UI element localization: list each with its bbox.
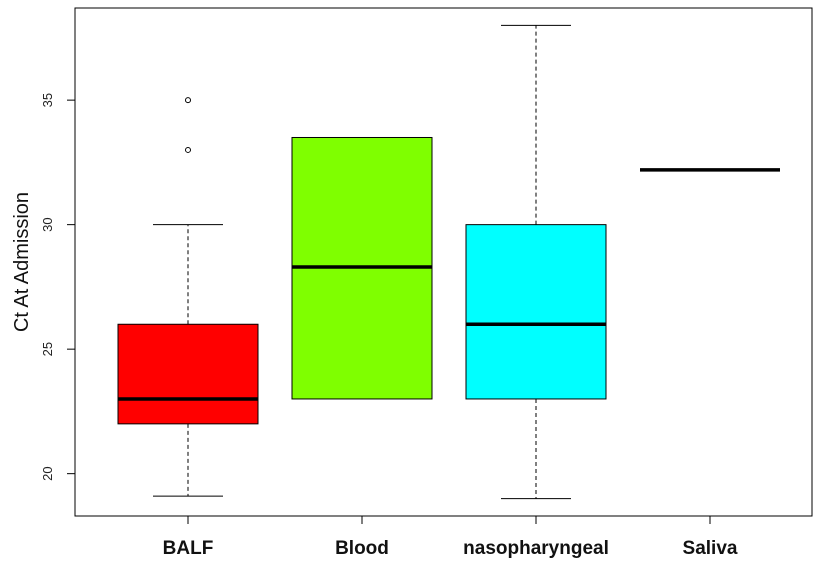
plot-frame (74, 7, 813, 517)
box-group (117, 97, 259, 497)
box-group (465, 24, 607, 500)
outlier-point (185, 146, 191, 153)
outlier-point (185, 97, 191, 104)
x-tick-label: Blood (335, 538, 389, 559)
y-tick-label: 30 (40, 217, 55, 231)
x-tick-label: nasopharyngeal (463, 538, 609, 559)
y-tick-label: 20 (40, 466, 55, 480)
y-tick-label: 25 (40, 342, 55, 356)
y-axis-title: Ct At Admission (11, 192, 33, 332)
y-ticks: 20 25 30 35 (40, 93, 75, 481)
boxes (117, 24, 780, 500)
box-iqr (465, 224, 607, 400)
x-tick-label: BALF (163, 538, 214, 559)
box-group (291, 136, 433, 400)
x-ticks: BALF Blood nasopharyngeal Saliva (163, 516, 738, 559)
x-tick-label: Saliva (683, 538, 738, 559)
y-tick-label: 35 (40, 93, 55, 107)
box-iqr (117, 323, 259, 425)
